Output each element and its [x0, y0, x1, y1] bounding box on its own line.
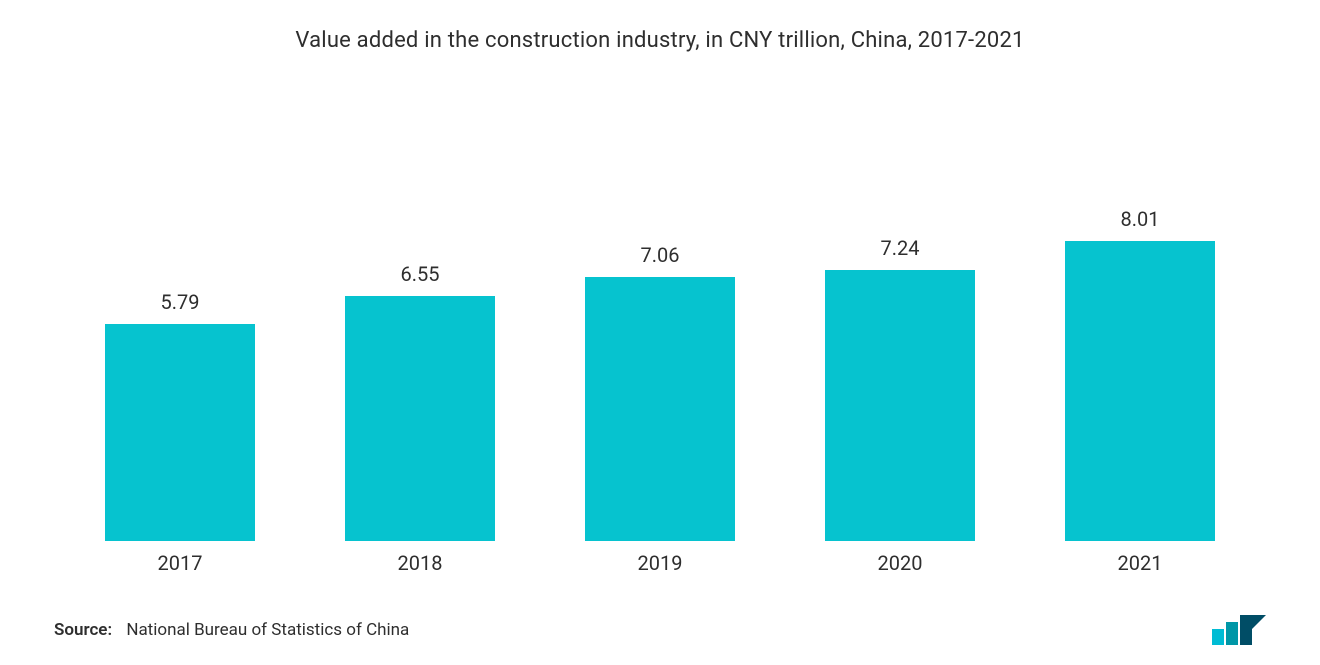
- x-axis-label: 2021: [1020, 541, 1260, 575]
- bar-col: 7.06: [540, 123, 780, 541]
- bar-value-label: 7.06: [641, 243, 680, 267]
- bar: [345, 296, 495, 541]
- x-axis-label: 2018: [300, 541, 540, 575]
- source-line: Source: National Bureau of Statistics of…: [54, 620, 409, 640]
- x-axis-label: 2017: [60, 541, 300, 575]
- bar-col: 7.24: [780, 123, 1020, 541]
- x-axis: 20172018201920202021: [60, 541, 1260, 587]
- bar-col: 6.55: [300, 123, 540, 541]
- bar-value-label: 8.01: [1121, 207, 1160, 231]
- bar-value-label: 5.79: [161, 290, 200, 314]
- bar: [1065, 241, 1215, 541]
- bar-col: 8.01: [1020, 123, 1260, 541]
- chart-title: Value added in the construction industry…: [50, 28, 1270, 53]
- logo-icon: [1212, 615, 1266, 645]
- source-text: National Bureau of Statistics of China: [126, 620, 409, 640]
- bar-value-label: 6.55: [401, 262, 440, 286]
- source-label: Source:: [54, 620, 112, 640]
- brand-logo: [1212, 615, 1266, 645]
- x-axis-label: 2020: [780, 541, 1020, 575]
- x-axis-label: 2019: [540, 541, 780, 575]
- chart-container: Value added in the construction industry…: [0, 0, 1320, 665]
- bar-col: 5.79: [60, 123, 300, 541]
- bar: [825, 270, 975, 541]
- plot-area: 5.79 6.55 7.06 7.24 8.01 2017201820192020202…: [60, 63, 1260, 587]
- bar: [105, 324, 255, 541]
- chart-footer: Source: National Bureau of Statistics of…: [50, 605, 1270, 645]
- bar-value-label: 7.24: [881, 236, 920, 260]
- bars-row: 5.79 6.55 7.06 7.24 8.01: [60, 123, 1260, 541]
- bar: [585, 277, 735, 541]
